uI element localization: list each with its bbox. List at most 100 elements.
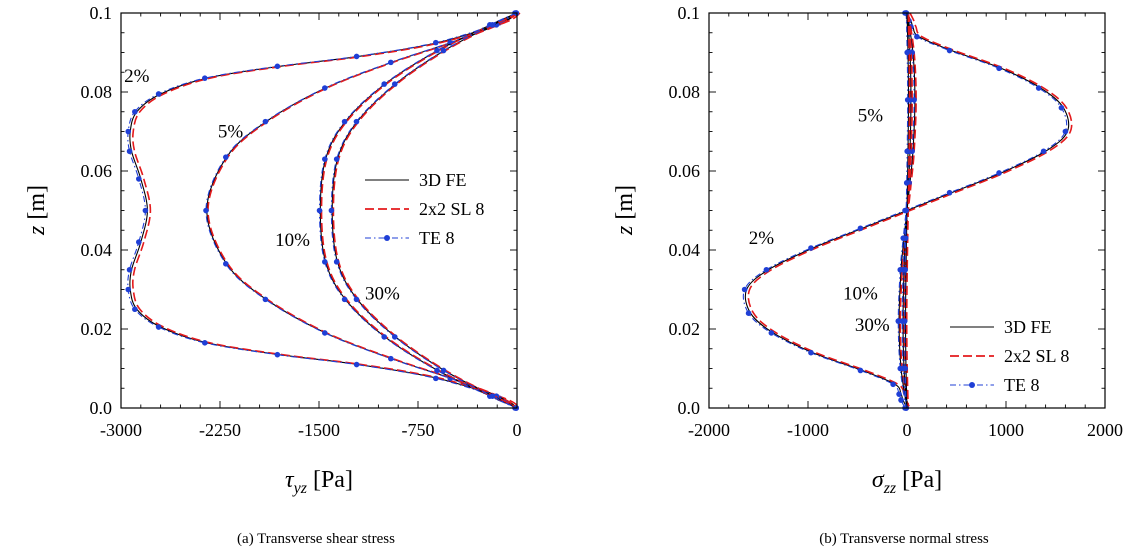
panel-b-series-30pct-te-8-line xyxy=(904,12,909,409)
panel-a-series-30pct-te-8-point xyxy=(333,259,340,265)
panel-a-series-2pct-te-8-point xyxy=(155,324,162,330)
panel-a-series-5pct-te-8-point xyxy=(322,85,328,91)
panel-b-x-tick-label: 1000 xyxy=(988,420,1024,440)
panel-b-series-30pct-te-8-point xyxy=(904,97,911,103)
panel-a-series-10pct-te-8-point xyxy=(341,118,348,125)
panel-a-caption: (a) Transverse shear stress xyxy=(237,531,395,547)
panel-b-series-5pct-te-8-point xyxy=(895,318,902,324)
panel-a-series-2pct-te-8-point xyxy=(433,39,439,46)
panel-b-series-2pct-te-8-point xyxy=(857,225,864,232)
panel-b-series-2pct-te-8-point xyxy=(890,381,896,388)
panel-a-series-2pct-te-8-point xyxy=(202,340,208,346)
panel-a-series-10pct-te-8-point xyxy=(322,259,328,265)
panel-a-series-30pct-te-8-point xyxy=(353,296,360,303)
panel-a-annotation: 5% xyxy=(218,121,244,142)
panel-b-series-2pct-te-8-point xyxy=(996,170,1002,176)
panel-a-series-5pct-te-8-point xyxy=(223,261,229,267)
panel-b-series-2pct-te-8-point xyxy=(1040,148,1047,155)
panel-b-x-tick-label: -1000 xyxy=(787,420,829,440)
panel-b-annotation: 5% xyxy=(858,106,884,127)
panel-b-series-2pct-te-8-point xyxy=(745,310,752,317)
panel-a-y-axis-label: z[m] xyxy=(24,185,50,236)
panel-b-annotation: 10% xyxy=(843,283,878,304)
panel-a-series-10pct-te-8-point xyxy=(434,47,440,54)
panel-b-normal-stress: -2000 -1000 0 1000 2000 0.0 0.02 0.04 0.06 0.08 0.… xyxy=(612,3,1123,547)
panel-b-series-30pct-te-8-point xyxy=(904,49,910,56)
panel-a-series-2pct-te-8-point xyxy=(142,207,149,214)
panel-b-series-30pct-te-8-point xyxy=(903,207,909,214)
panel-b-series-2pct-te-8-point xyxy=(1062,128,1069,135)
panel-b-annotation: 2% xyxy=(749,228,775,249)
panel-a-series-10pct-te-8-point xyxy=(381,334,388,340)
panel-a-series-10pct-te-8-point xyxy=(434,367,440,374)
panel-a-series-5pct-te-8-line xyxy=(205,12,517,409)
panel-a-series-2pct-te-8-point xyxy=(136,239,142,245)
panel-a-series-30pct-te-8-point xyxy=(440,367,447,374)
panel-a-series-2pct-te-8-point xyxy=(155,91,162,97)
panel-a-series-10pct-te-8-point xyxy=(322,156,328,162)
panel-b-y-tick-label: 0.06 xyxy=(669,161,701,181)
panel-a-series-30pct-te-8-point xyxy=(391,334,398,340)
panel-b-y-tick-label: 0.08 xyxy=(669,82,701,102)
panel-b-y-tick-label: 0.0 xyxy=(678,398,701,418)
panel-a-series-10pct-te-8-point xyxy=(381,81,388,87)
panel-a-series-30pct-te-8-point xyxy=(333,156,340,162)
panel-a-legend-marker xyxy=(384,235,390,241)
panel-b-series-2pct-te-8-point xyxy=(914,33,920,40)
panel-a-series-2pct-te-8-point xyxy=(132,306,138,313)
panel-a-x-tick-label: -3000 xyxy=(100,420,142,440)
panel-a-series-5pct-te-8-point xyxy=(203,207,209,214)
panel-b-y-axis-label: z[m] xyxy=(612,185,638,236)
panel-a-legend-label: 2x2 SL 8 xyxy=(419,199,484,219)
panel-a-series-5pct-te-8-point xyxy=(322,330,328,336)
panel-a-series-5pct-te-8-point xyxy=(388,355,394,362)
panel-a-x-tick-label: -1500 xyxy=(298,420,340,440)
panel-a-series-30pct-te-8-point xyxy=(391,81,398,87)
panel-a-x-tick-label: 0 xyxy=(513,420,522,440)
panel-a-annotation: 2% xyxy=(124,66,150,87)
panel-a-x-tick-label: -2250 xyxy=(199,420,241,440)
panel-a-shear-stress: -3000 -2250 -1500 -750 0 0.0 0.02 0.04 0.06 0.08 0… xyxy=(24,3,522,547)
panel-b-x-axis-label: σzz [Pa] xyxy=(872,467,942,497)
panel-b-series-30pct-te-8-point xyxy=(902,365,909,372)
panel-a-annotation: 10% xyxy=(275,230,310,251)
panel-b-series-2pct-te-8-point xyxy=(1035,85,1042,91)
panel-a-y-tick-label: 0.1 xyxy=(90,3,113,23)
panel-b-series-30pct-te-8-point xyxy=(903,180,910,186)
panel-a-series-2pct-2x2-sl-8-line xyxy=(132,12,521,409)
panel-a-x-tick-label: -750 xyxy=(402,420,435,440)
panel-b-series-2pct-te-8-point xyxy=(996,65,1002,72)
panel-b-series-30pct-te-8-point xyxy=(902,235,909,241)
panel-b-legend: 3D FE 2x2 SL 8 TE 8 xyxy=(950,317,1069,395)
panel-a-series-2pct-te-8-point xyxy=(125,286,132,293)
panel-a-series-5pct-te-8-point xyxy=(223,154,229,160)
panel-a-series-30pct-te-8-point xyxy=(440,47,447,54)
panel-b-series-2pct-te-8-point xyxy=(946,47,953,54)
panel-b-y-tick-label: 0.02 xyxy=(669,319,701,339)
panel-b-series-2pct-te-8-point xyxy=(741,286,748,293)
panel-a-annotation: 30% xyxy=(365,283,400,304)
panel-a-y-tick-label: 0.04 xyxy=(81,240,113,260)
panel-a-y-tick-label: 0.06 xyxy=(81,161,113,181)
panel-b-series-2pct-2x2-sl-8-line xyxy=(747,12,1073,409)
panel-b-legend-label: 2x2 SL 8 xyxy=(1004,346,1069,366)
panel-a-legend: 3D FE 2x2 SL 8 TE 8 xyxy=(365,170,484,248)
panel-a-series-30pct-te-8-point xyxy=(353,118,360,125)
panel-a-series-2pct-te-8-point xyxy=(125,128,132,135)
panel-a-series-30pct-te-8-point xyxy=(328,207,335,214)
panel-a-series-2pct-te-8-point xyxy=(126,266,133,273)
panel-b-series-2pct-te-8-point xyxy=(808,349,814,356)
panel-b-legend-label: 3D FE xyxy=(1004,317,1052,337)
panel-a-series-2pct-te-8-point xyxy=(126,148,133,155)
panel-a-series-2pct-te-8-point xyxy=(136,176,142,182)
panel-a-series-2pct-te-8-point xyxy=(274,63,281,70)
panel-a-series-10pct-te-8-point xyxy=(316,207,323,214)
panel-a-series-10pct-te-8-point xyxy=(341,296,348,303)
panel-a-x-axis-label: τyz [Pa] xyxy=(285,467,353,497)
panel-b-annotation: 30% xyxy=(855,315,890,336)
panel-a-y-tick-label: 0.02 xyxy=(81,319,113,339)
panel-b-series-30pct-te-8-point xyxy=(904,148,910,155)
panel-a-series-30pct-te-8-point xyxy=(489,22,496,28)
panel-a-legend-label: 3D FE xyxy=(419,170,467,190)
panel-a-series-5pct-te-8-point xyxy=(388,59,394,66)
